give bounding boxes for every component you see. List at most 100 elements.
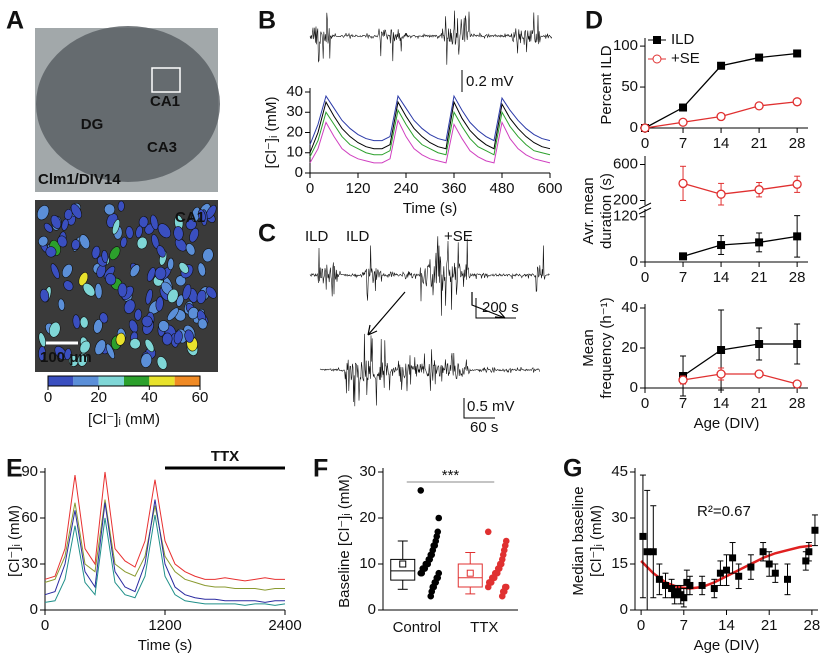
cell	[79, 234, 90, 250]
series-line	[44, 499, 285, 603]
slice	[36, 26, 220, 182]
image-label: CA1	[150, 93, 180, 110]
y-tick-label: 50	[621, 78, 638, 95]
x-tick-label: 0	[637, 617, 645, 634]
marker	[678, 117, 688, 127]
marker	[754, 101, 764, 111]
marker	[716, 189, 726, 199]
x-tick-label: 0	[641, 395, 649, 412]
cell	[49, 321, 61, 338]
ephys-trace	[309, 236, 550, 316]
point	[484, 528, 492, 536]
cell	[154, 266, 167, 281]
marker	[755, 340, 764, 348]
y-tick-label: 30	[21, 555, 38, 572]
cell	[117, 282, 128, 298]
x-tick-label: 0	[41, 617, 49, 634]
cell	[79, 340, 91, 354]
marker	[754, 369, 764, 379]
y-tick-label: 0	[630, 119, 638, 136]
cell	[197, 209, 206, 222]
series-line	[44, 514, 286, 606]
y-tick-label: 40	[621, 299, 638, 316]
panel-label: G	[563, 455, 582, 483]
y-axis-label: Baseline [Cl⁻]ᵢ (mM)	[336, 474, 353, 608]
x-axis-label: Age (DIV)	[694, 415, 760, 432]
event-label: ILD	[346, 228, 370, 245]
x-tick-label: 600	[537, 180, 562, 197]
marker	[755, 53, 764, 62]
point	[723, 566, 730, 574]
x-tick-label: 28	[789, 135, 806, 152]
image-label: CA1	[175, 209, 205, 226]
cell	[93, 319, 103, 334]
panel-label: A	[6, 7, 24, 35]
cell	[205, 286, 217, 299]
cell	[99, 312, 109, 324]
marker	[792, 379, 802, 389]
point	[811, 526, 819, 534]
cell	[150, 214, 159, 230]
legend-marker	[653, 36, 661, 44]
y-tick-label: 30	[611, 509, 628, 526]
x-tick-label: Control	[393, 619, 441, 636]
mean	[399, 560, 407, 568]
marker	[679, 252, 688, 261]
series-line	[682, 182, 798, 195]
colorbar-frame	[47, 375, 201, 387]
cell	[157, 223, 171, 239]
y-tick-label: 10	[359, 555, 376, 572]
x-tick-label: 7	[679, 135, 687, 152]
point	[417, 487, 425, 494]
cell	[156, 356, 168, 370]
y-tick-label: 20	[286, 123, 303, 140]
marker	[678, 375, 688, 385]
scale-label: 60 s	[470, 419, 498, 436]
cell	[184, 329, 194, 343]
y-tick-label: 20	[359, 509, 376, 526]
x-tick-label: 28	[789, 395, 806, 412]
marker	[793, 49, 802, 58]
point	[729, 554, 737, 562]
marker	[717, 61, 726, 70]
legend-marker	[652, 54, 662, 64]
image-label: Clm1/DIV14	[38, 171, 121, 188]
event-label: +SE	[444, 228, 473, 245]
y-tick-label: 15	[611, 555, 628, 572]
y-tick-label: 20	[621, 339, 638, 356]
point	[805, 548, 813, 556]
cell	[105, 273, 117, 286]
cell	[91, 245, 101, 259]
marker	[793, 232, 802, 241]
x-tick-label: 14	[718, 617, 735, 634]
cell	[146, 267, 156, 282]
y-axis-label: [Cl⁻]ᵢ (mM)	[6, 505, 23, 577]
cell	[103, 203, 116, 216]
cell	[125, 226, 134, 239]
x-axis-label: Time (s)	[403, 200, 457, 217]
series-line	[309, 108, 551, 158]
colorbar-label: [Cl⁻]ᵢ (mM)	[88, 411, 160, 428]
y-tick-label: 0	[630, 379, 638, 396]
cell	[77, 352, 88, 367]
cell	[123, 299, 136, 314]
legend-label: +SE	[671, 50, 700, 67]
cell	[129, 338, 141, 350]
cell	[117, 200, 125, 212]
x-tick-label: 7	[679, 269, 687, 286]
cell	[182, 284, 192, 301]
cell	[112, 219, 121, 235]
cell	[144, 338, 155, 353]
y-axis-label: [Cl⁻]ᵢ (mM)	[588, 505, 605, 577]
cell	[158, 320, 170, 332]
cell	[202, 248, 214, 263]
panel-label: D	[585, 7, 603, 35]
cell	[135, 225, 143, 239]
panel-label: F	[313, 455, 328, 483]
image-label: DG	[81, 116, 104, 133]
cell	[71, 239, 81, 251]
colorbar-segment	[73, 376, 99, 386]
scale-label: 200 s	[482, 299, 519, 316]
cell	[162, 332, 173, 346]
x-tick-label: 7	[680, 617, 688, 634]
